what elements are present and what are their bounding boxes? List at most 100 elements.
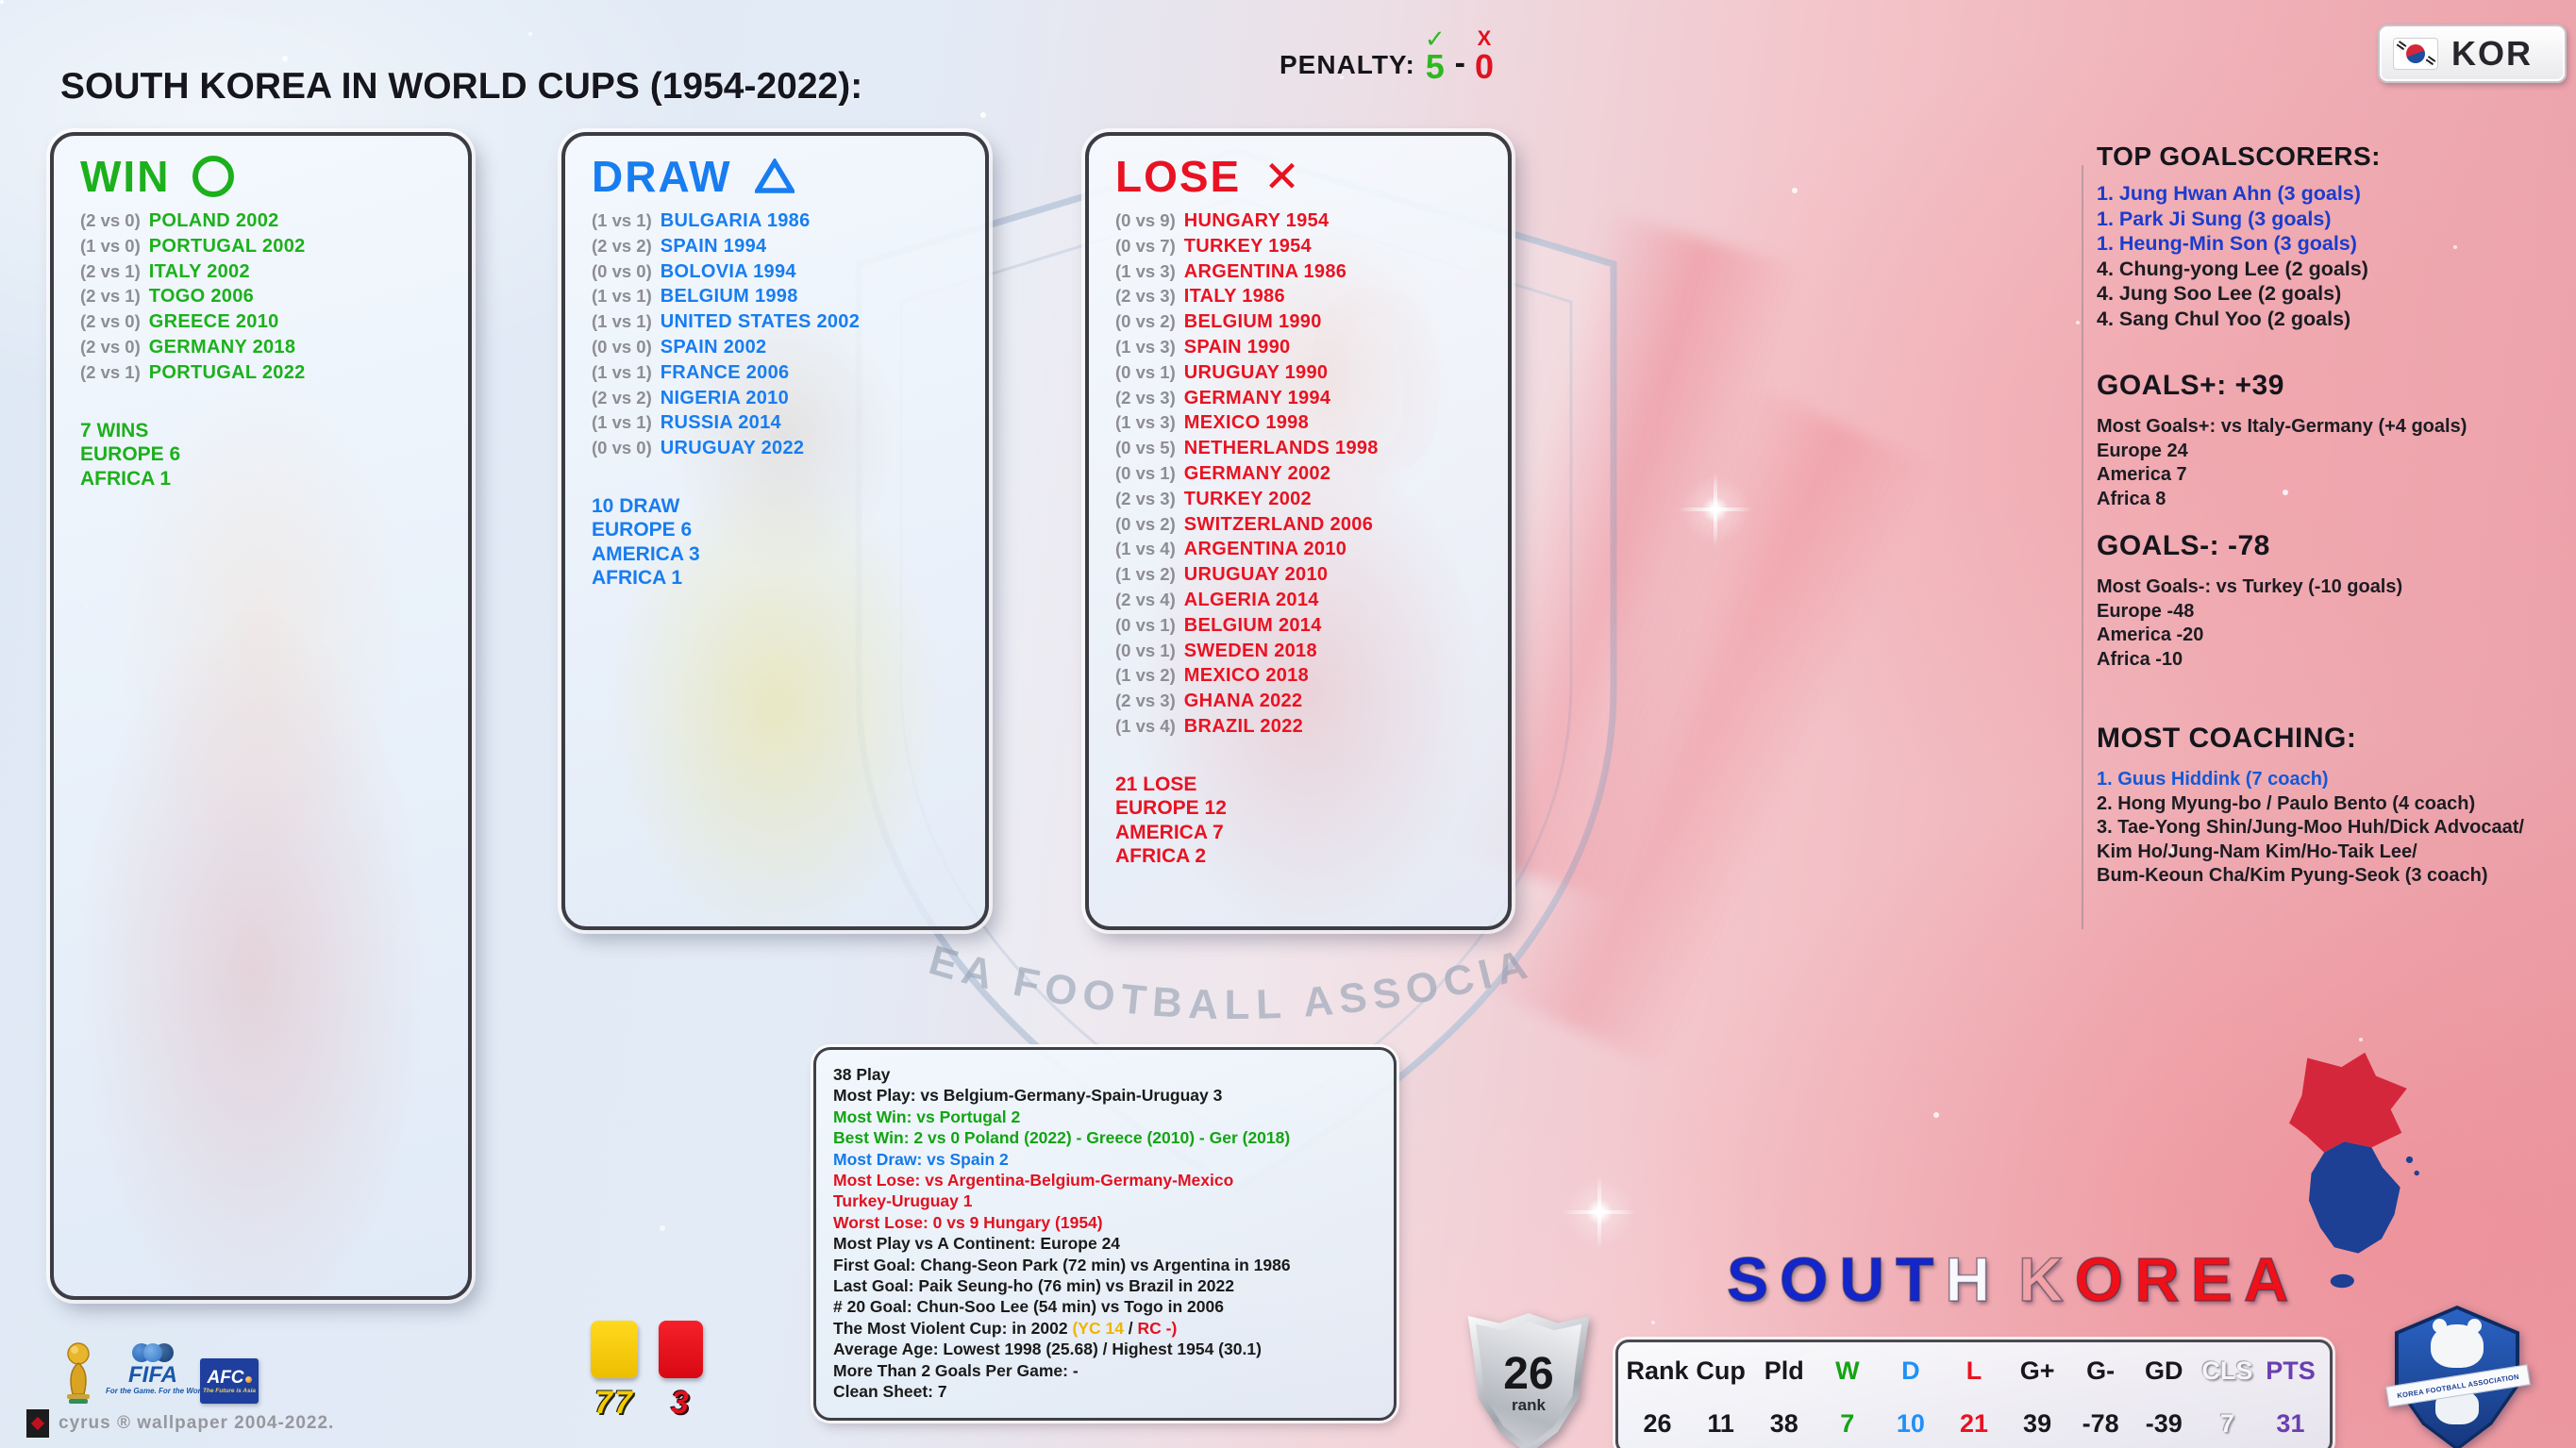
win-panel: WIN (2 vs 0) POLAND 2002 (1 vs 0) PORTUGAL …: [50, 132, 472, 1300]
taegeuk-icon: [2406, 44, 2425, 63]
win-circle-icon: [192, 156, 235, 197]
fifa-rank-value: 26: [1503, 1349, 1554, 1399]
table-header-cell: D: [1901, 1356, 1920, 1385]
kor-flag-badge: KOR: [2378, 25, 2567, 83]
summary-line: AFRICA 1: [80, 467, 172, 490]
match-row: (2 vs 3) TURKEY 2002: [1115, 488, 1481, 513]
match-team: BELGIUM 1990: [1183, 311, 1322, 333]
match-score: (2 vs 3): [1115, 286, 1176, 307]
match-score: (0 vs 2): [1115, 513, 1176, 534]
match-row: (2 vs 1) TOGO 2006: [80, 285, 442, 310]
stats-table-grid: Rank Cup Pld W D L G+ G- GD CLS PTS 26 11 38 7 10 21 39 -7…: [1618, 1342, 2330, 1448]
draw-triangle-icon: [754, 158, 795, 194]
penalty-scored-column: ✓ 5: [1425, 26, 1446, 86]
match-score: (2 vs 0): [80, 311, 141, 332]
match-row: (1 vs 4) ARGENTINA 2010: [1115, 538, 1481, 563]
table-header-cell: CLS: [2201, 1356, 2253, 1385]
match-row: (0 vs 0) URUGUAY 2022: [592, 437, 959, 462]
credit-text: cyrus ® wallpaper 2004-2022.: [59, 1413, 335, 1433]
match-team: TURKEY 2002: [1183, 488, 1312, 509]
match-team: HUNGARY 1954: [1183, 210, 1330, 231]
match-team: GERMANY 1994: [1183, 387, 1331, 408]
stats-line: The Most Violent Cup: in 2002 (YC 14 / R…: [833, 1318, 1178, 1338]
match-team: NETHERLANDS 1998: [1183, 438, 1379, 459]
match-row: (0 vs 2) BELGIUM 1990: [1115, 310, 1481, 336]
fifa-wordmark: FIFA: [128, 1362, 177, 1388]
match-score: (2 vs 2): [592, 387, 652, 408]
most-coaching-heading: MOST COACHING:: [2097, 723, 2357, 754]
info-line: America 7: [2097, 464, 2187, 485]
stats-table: Rank Cup Pld W D L G+ G- GD CLS PTS 26 11 38 7 10 21 39 -7…: [1615, 1340, 2333, 1448]
match-team: BOLOVIA 1994: [660, 260, 796, 282]
match-row: (0 vs 1) GERMANY 2002: [1115, 462, 1481, 488]
match-score: (0 vs 1): [1115, 462, 1176, 483]
match-row: (2 vs 2) NIGERIA 2010: [592, 387, 959, 412]
draw-panel-title: DRAW: [592, 152, 732, 201]
penalty-scored-value: 5: [1425, 47, 1445, 86]
tiger-face-icon: [2431, 1319, 2484, 1368]
goals-minus-heading: GOALS-: -78: [2097, 530, 2270, 561]
match-score: (2 vs 4): [1115, 589, 1176, 609]
cyrus-logo-icon: [26, 1409, 49, 1438]
table-value-cell: 7: [1840, 1408, 1855, 1438]
match-team: ITALY 2002: [148, 260, 250, 282]
info-line: 1. Guus Hiddink (7 coach): [2097, 769, 2329, 790]
info-line: 4. Sang Chul Yoo (2 goals): [2097, 307, 2351, 330]
match-row: (0 vs 0) BOLOVIA 1994: [592, 260, 959, 286]
fifa-logo: FIFA For the Game. For the World.: [106, 1343, 209, 1395]
match-row: (2 vs 0) POLAND 2002: [80, 209, 442, 235]
match-team: URUGUAY 2022: [660, 438, 805, 459]
match-row: (0 vs 7) TURKEY 1954: [1115, 235, 1481, 260]
stats-line: Turkey-Uruguay 1: [833, 1191, 973, 1211]
lose-panel-title: LOSE: [1115, 152, 1242, 201]
summary-line: AFRICA 1: [592, 567, 683, 590]
match-team: BRAZIL 2022: [1183, 715, 1304, 737]
team-title-letter: U: [1839, 1244, 1885, 1314]
match-team: GREECE 2010: [148, 311, 279, 333]
table-header-cell: L: [1965, 1356, 1982, 1385]
table-value-cell: 31: [2276, 1408, 2305, 1438]
rank-shield-badge: 26 rank: [1463, 1313, 1595, 1448]
match-score: (0 vs 1): [1115, 361, 1176, 382]
match-team: TURKEY 1954: [1183, 235, 1312, 257]
penalty-dash: -: [1454, 45, 1465, 81]
table-header-cell: Cup: [1696, 1356, 1746, 1385]
match-row: (1 vs 2) URUGUAY 2010: [1115, 563, 1481, 589]
goals-plus-list: Most Goals+: vs Italy-Germany (+4 goals)…: [2097, 415, 2570, 511]
stats-line: Worst Lose: 0 vs 9 Hungary (1954): [833, 1212, 1103, 1232]
team-title-letter: O: [1779, 1244, 1829, 1314]
kor-code-label: KOR: [2451, 34, 2533, 73]
match-team: GERMANY 2002: [1183, 462, 1331, 484]
summary-line: 21 LOSE: [1115, 773, 1197, 795]
lose-match-list: (0 vs 9) HUNGARY 1954 (0 vs 7) TURKEY 1954 (…: [1089, 198, 1508, 741]
summary-line: EUROPE 6: [592, 519, 693, 541]
summary-line: 7 WINS: [80, 419, 149, 441]
match-team: PORTUGAL 2002: [148, 235, 306, 257]
match-team: BELGIUM 2014: [1183, 614, 1322, 636]
match-team: GERMANY 2018: [148, 336, 296, 358]
team-title-letter: O: [2074, 1244, 2124, 1314]
match-row: (0 vs 0) SPAIN 2002: [592, 336, 959, 361]
lose-panel-header: LOSE ✕: [1089, 136, 1508, 198]
table-value-cell: 26: [1643, 1408, 1672, 1438]
match-row: (1 vs 1) FRANCE 2006: [592, 361, 959, 387]
match-score: (2 vs 1): [80, 260, 141, 281]
info-line: 1. Heung-Min Son (3 goals): [2097, 232, 2357, 255]
match-row: (2 vs 1) ITALY 2002: [80, 260, 442, 286]
match-row: (2 vs 0) GREECE 2010: [80, 310, 442, 336]
match-score: (1 vs 3): [1115, 412, 1176, 433]
penalty-summary: PENALTY: ✓ 5 - X 0: [1280, 26, 1494, 86]
match-score: (1 vs 4): [1115, 539, 1176, 559]
x-icon: X: [1477, 26, 1492, 50]
kfa-emblem: KOREA FOOTBALL ASSOCIATION: [2385, 1306, 2531, 1448]
match-score: (1 vs 2): [1115, 564, 1176, 585]
most-coaching-section: MOST COACHING: 1. Guus Hiddink (7 coach)…: [2097, 723, 2570, 889]
stats-line: Best Win: 2 vs 0 Poland (2022) - Greece …: [833, 1128, 1291, 1148]
match-row: (0 vs 9) HUNGARY 1954: [1115, 209, 1481, 235]
match-team: SPAIN 1990: [1183, 336, 1291, 358]
team-title-letter: E: [2190, 1244, 2233, 1314]
match-row: (1 vs 1) BELGIUM 1998: [592, 285, 959, 310]
match-row: (1 vs 0) PORTUGAL 2002: [80, 235, 442, 260]
match-team: BELGIUM 1998: [660, 286, 798, 308]
table-value-cell: 21: [1959, 1408, 1989, 1438]
